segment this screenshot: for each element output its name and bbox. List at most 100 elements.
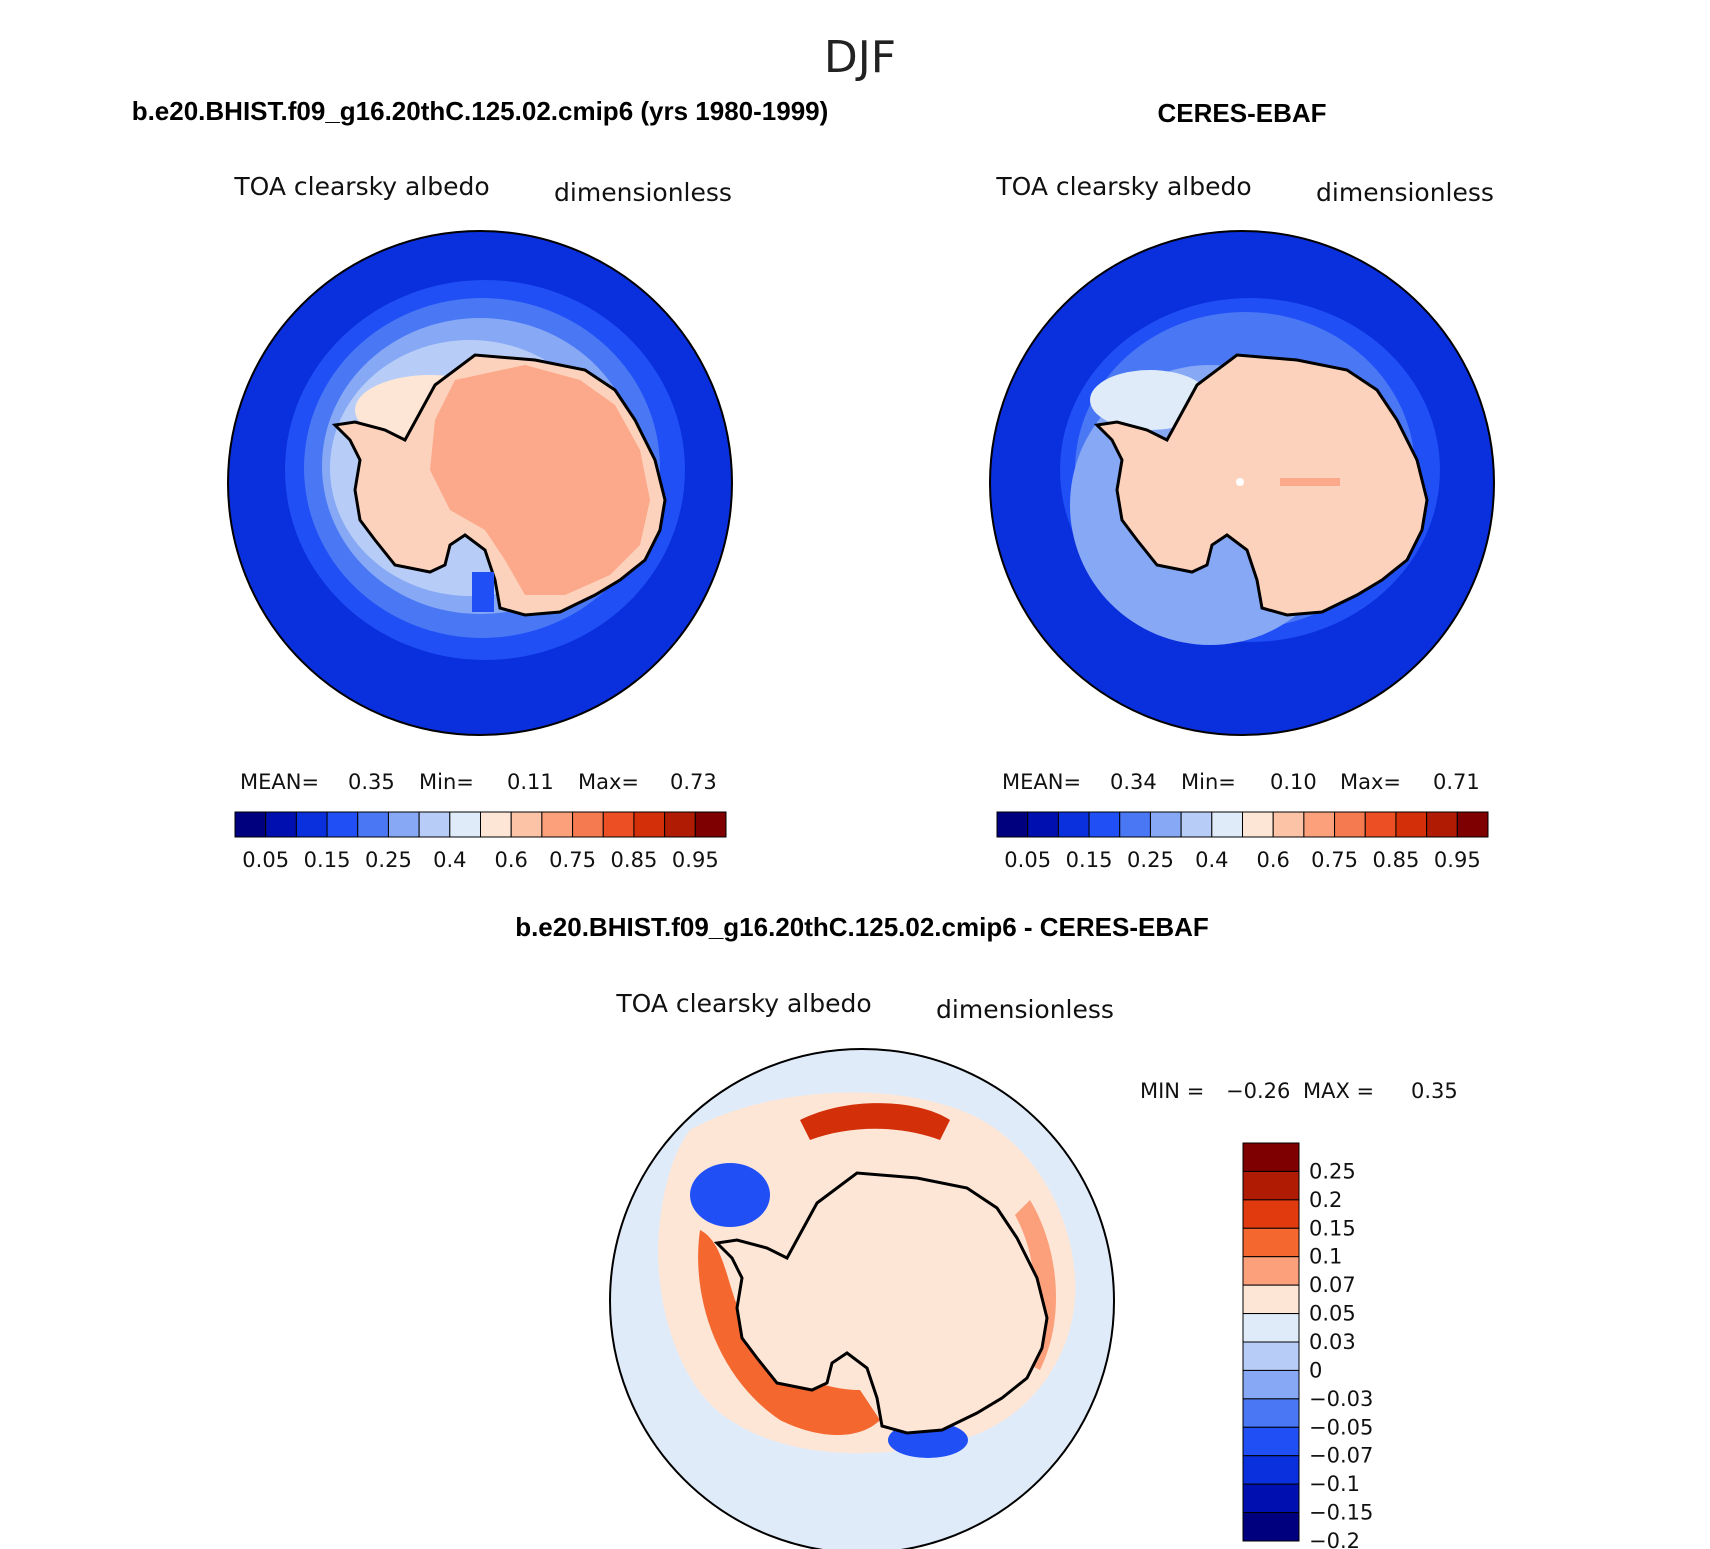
colorbar-tick-label: 0.85 <box>1373 848 1420 872</box>
colorbar-swatch <box>1242 1199 1300 1229</box>
weddell-positive-band <box>800 1103 950 1140</box>
colorbar-swatch <box>1242 1455 1300 1485</box>
panel-model-units: dimensionless <box>554 178 732 207</box>
panel-obs-map-border <box>989 230 1495 736</box>
colorbar-swatch <box>234 811 267 838</box>
panel-model-map <box>228 231 732 735</box>
colorbar-swatch <box>572 811 604 838</box>
colorbar-swatch <box>1334 811 1366 838</box>
colorbar-tick-label: −0.05 <box>1309 1415 1373 1439</box>
colorbar-tick-label: 0.75 <box>1311 848 1358 872</box>
panel-obs-max-label: Max= <box>1340 770 1401 794</box>
colorbar-swatch <box>1027 811 1059 838</box>
panel-diff: b.e20.BHIST.f09_g16.20thC.125.02.cmip6 -… <box>515 912 1458 1549</box>
colorbar-tick-label: 0.95 <box>1434 848 1481 872</box>
colorbar-tick-label: 0.15 <box>1066 848 1113 872</box>
colorbar-tick-label: 0.15 <box>1309 1216 1356 1240</box>
colorbar-swatch <box>1057 811 1090 838</box>
colorbar-swatch <box>1242 1142 1300 1172</box>
panel-obs-mean-value: 0.34 <box>1110 770 1157 794</box>
colorbar-swatch <box>1242 1426 1300 1457</box>
colorbar-tick-label: 0.03 <box>1309 1330 1356 1354</box>
colorbar-swatch <box>1242 1398 1300 1428</box>
colorbar-tick-label: 0.05 <box>1004 848 1051 872</box>
panel-obs-variable: TOA clearsky albedo <box>995 172 1251 201</box>
colorbar-swatch <box>602 811 635 838</box>
colorbar-swatch <box>633 811 666 838</box>
panel-obs-max-value: 0.71 <box>1433 770 1480 794</box>
colorbar-swatch <box>1242 1284 1300 1315</box>
colorbar-swatch <box>480 811 512 838</box>
colorbar-swatch <box>1088 811 1121 838</box>
colorbar-swatch <box>1180 811 1213 838</box>
colorbar-swatch <box>295 811 328 838</box>
colorbar-tick-label: −0.03 <box>1309 1387 1373 1411</box>
panel-diff-max-label: MAX = <box>1303 1079 1374 1103</box>
panel-model-min-label: Min= <box>419 770 474 794</box>
colorbar-tick-label: 0.05 <box>1309 1302 1356 1326</box>
colorbar-swatch <box>541 811 574 838</box>
colorbar-swatch <box>996 811 1029 838</box>
panel-obs-map <box>990 231 1494 735</box>
colorbar-tick-label: 0.4 <box>1195 848 1228 872</box>
colorbar-swatch <box>510 811 543 838</box>
panel-model-title: b.e20.BHIST.f09_g16.20thC.125.02.cmip6 (… <box>132 96 829 126</box>
colorbar-swatch <box>326 811 359 838</box>
colorbar-tick-label: 0.4 <box>433 848 466 872</box>
colorbar-swatch <box>1119 811 1151 838</box>
colorbar-tick-label: 0.6 <box>1256 848 1289 872</box>
weddell-negative-patch <box>690 1163 770 1227</box>
colorbar-tick-label: −0.2 <box>1309 1529 1360 1549</box>
colorbar-swatch <box>449 811 481 838</box>
colorbar-swatch <box>1242 1483 1300 1514</box>
colorbar-tick-label: 0.1 <box>1309 1245 1342 1269</box>
colorbar-swatch <box>357 811 389 838</box>
panel-diff-variable: TOA clearsky albedo <box>615 989 871 1018</box>
panel-obs-units: dimensionless <box>1316 178 1494 207</box>
colorbar-tick-label: 0.25 <box>1127 848 1174 872</box>
panel-diff-title: b.e20.BHIST.f09_g16.20thC.125.02.cmip6 -… <box>515 912 1209 942</box>
colorbar-swatch <box>1211 811 1243 838</box>
colorbar-tick-label: 0.85 <box>611 848 658 872</box>
pole-point <box>1236 478 1244 486</box>
colorbar-swatch <box>1303 811 1336 838</box>
colorbar-swatch <box>1242 1256 1300 1286</box>
panel-model-mean-value: 0.35 <box>348 770 395 794</box>
panel-model-max-label: Max= <box>578 770 639 794</box>
panel-obs-title: CERES-EBAF <box>1157 98 1326 128</box>
colorbar-swatch <box>1272 811 1305 838</box>
colorbar-swatch <box>694 811 727 838</box>
colorbar-swatch <box>1242 1512 1300 1542</box>
panel-diff-min-value: −0.26 <box>1226 1079 1290 1103</box>
colorbar-tick-label: −0.15 <box>1309 1501 1373 1525</box>
colorbar-tick-label: 0.25 <box>365 848 412 872</box>
panel-model: b.e20.BHIST.f09_g16.20thC.125.02.cmip6 (… <box>132 96 829 872</box>
colorbar-swatch <box>1242 1341 1300 1371</box>
colorbar-tick-label: 0.15 <box>304 848 351 872</box>
colorbar-tick-label: 0.75 <box>549 848 596 872</box>
panel-obs-min-label: Min= <box>1181 770 1236 794</box>
colorbar-tick-label: −0.1 <box>1309 1472 1360 1496</box>
colorbar-swatch <box>1456 811 1489 838</box>
panel-obs-mean-label: MEAN= <box>1002 770 1081 794</box>
season-title: DJF <box>824 32 896 83</box>
panel-diff-colorbar: 0.25 0.2 0.15 0.1 0.07 0.05 0.03 0 −0.03 −0.05 −0.… <box>1242 1142 1373 1549</box>
colorbar-swatch <box>1395 811 1428 838</box>
colorbar-swatch <box>1149 811 1182 838</box>
panel-obs: CERES-EBAF TOA clearsky albedo dimension… <box>989 98 1495 872</box>
ross-positive-band <box>698 1230 880 1435</box>
panel-model-mean-label: MEAN= <box>240 770 319 794</box>
panel-diff-max-value: 0.35 <box>1411 1079 1458 1103</box>
ross-sea-low-patch <box>472 572 494 612</box>
colorbar-swatch <box>1242 1227 1300 1258</box>
panel-model-min-value: 0.11 <box>507 770 554 794</box>
panel-model-colorbar: 0.05 0.15 0.25 0.4 0.6 0.75 0.85 0.95 <box>234 811 727 872</box>
colorbar-swatch <box>1426 811 1458 838</box>
colorbar-swatch <box>1242 1170 1300 1201</box>
colorbar-swatch <box>1242 1313 1300 1343</box>
colorbar-swatch <box>664 811 696 838</box>
colorbar-swatch <box>265 811 297 838</box>
colorbar-tick-label: 0.05 <box>242 848 289 872</box>
colorbar-tick-label: −0.07 <box>1309 1444 1373 1468</box>
colorbar-swatch <box>387 811 420 838</box>
